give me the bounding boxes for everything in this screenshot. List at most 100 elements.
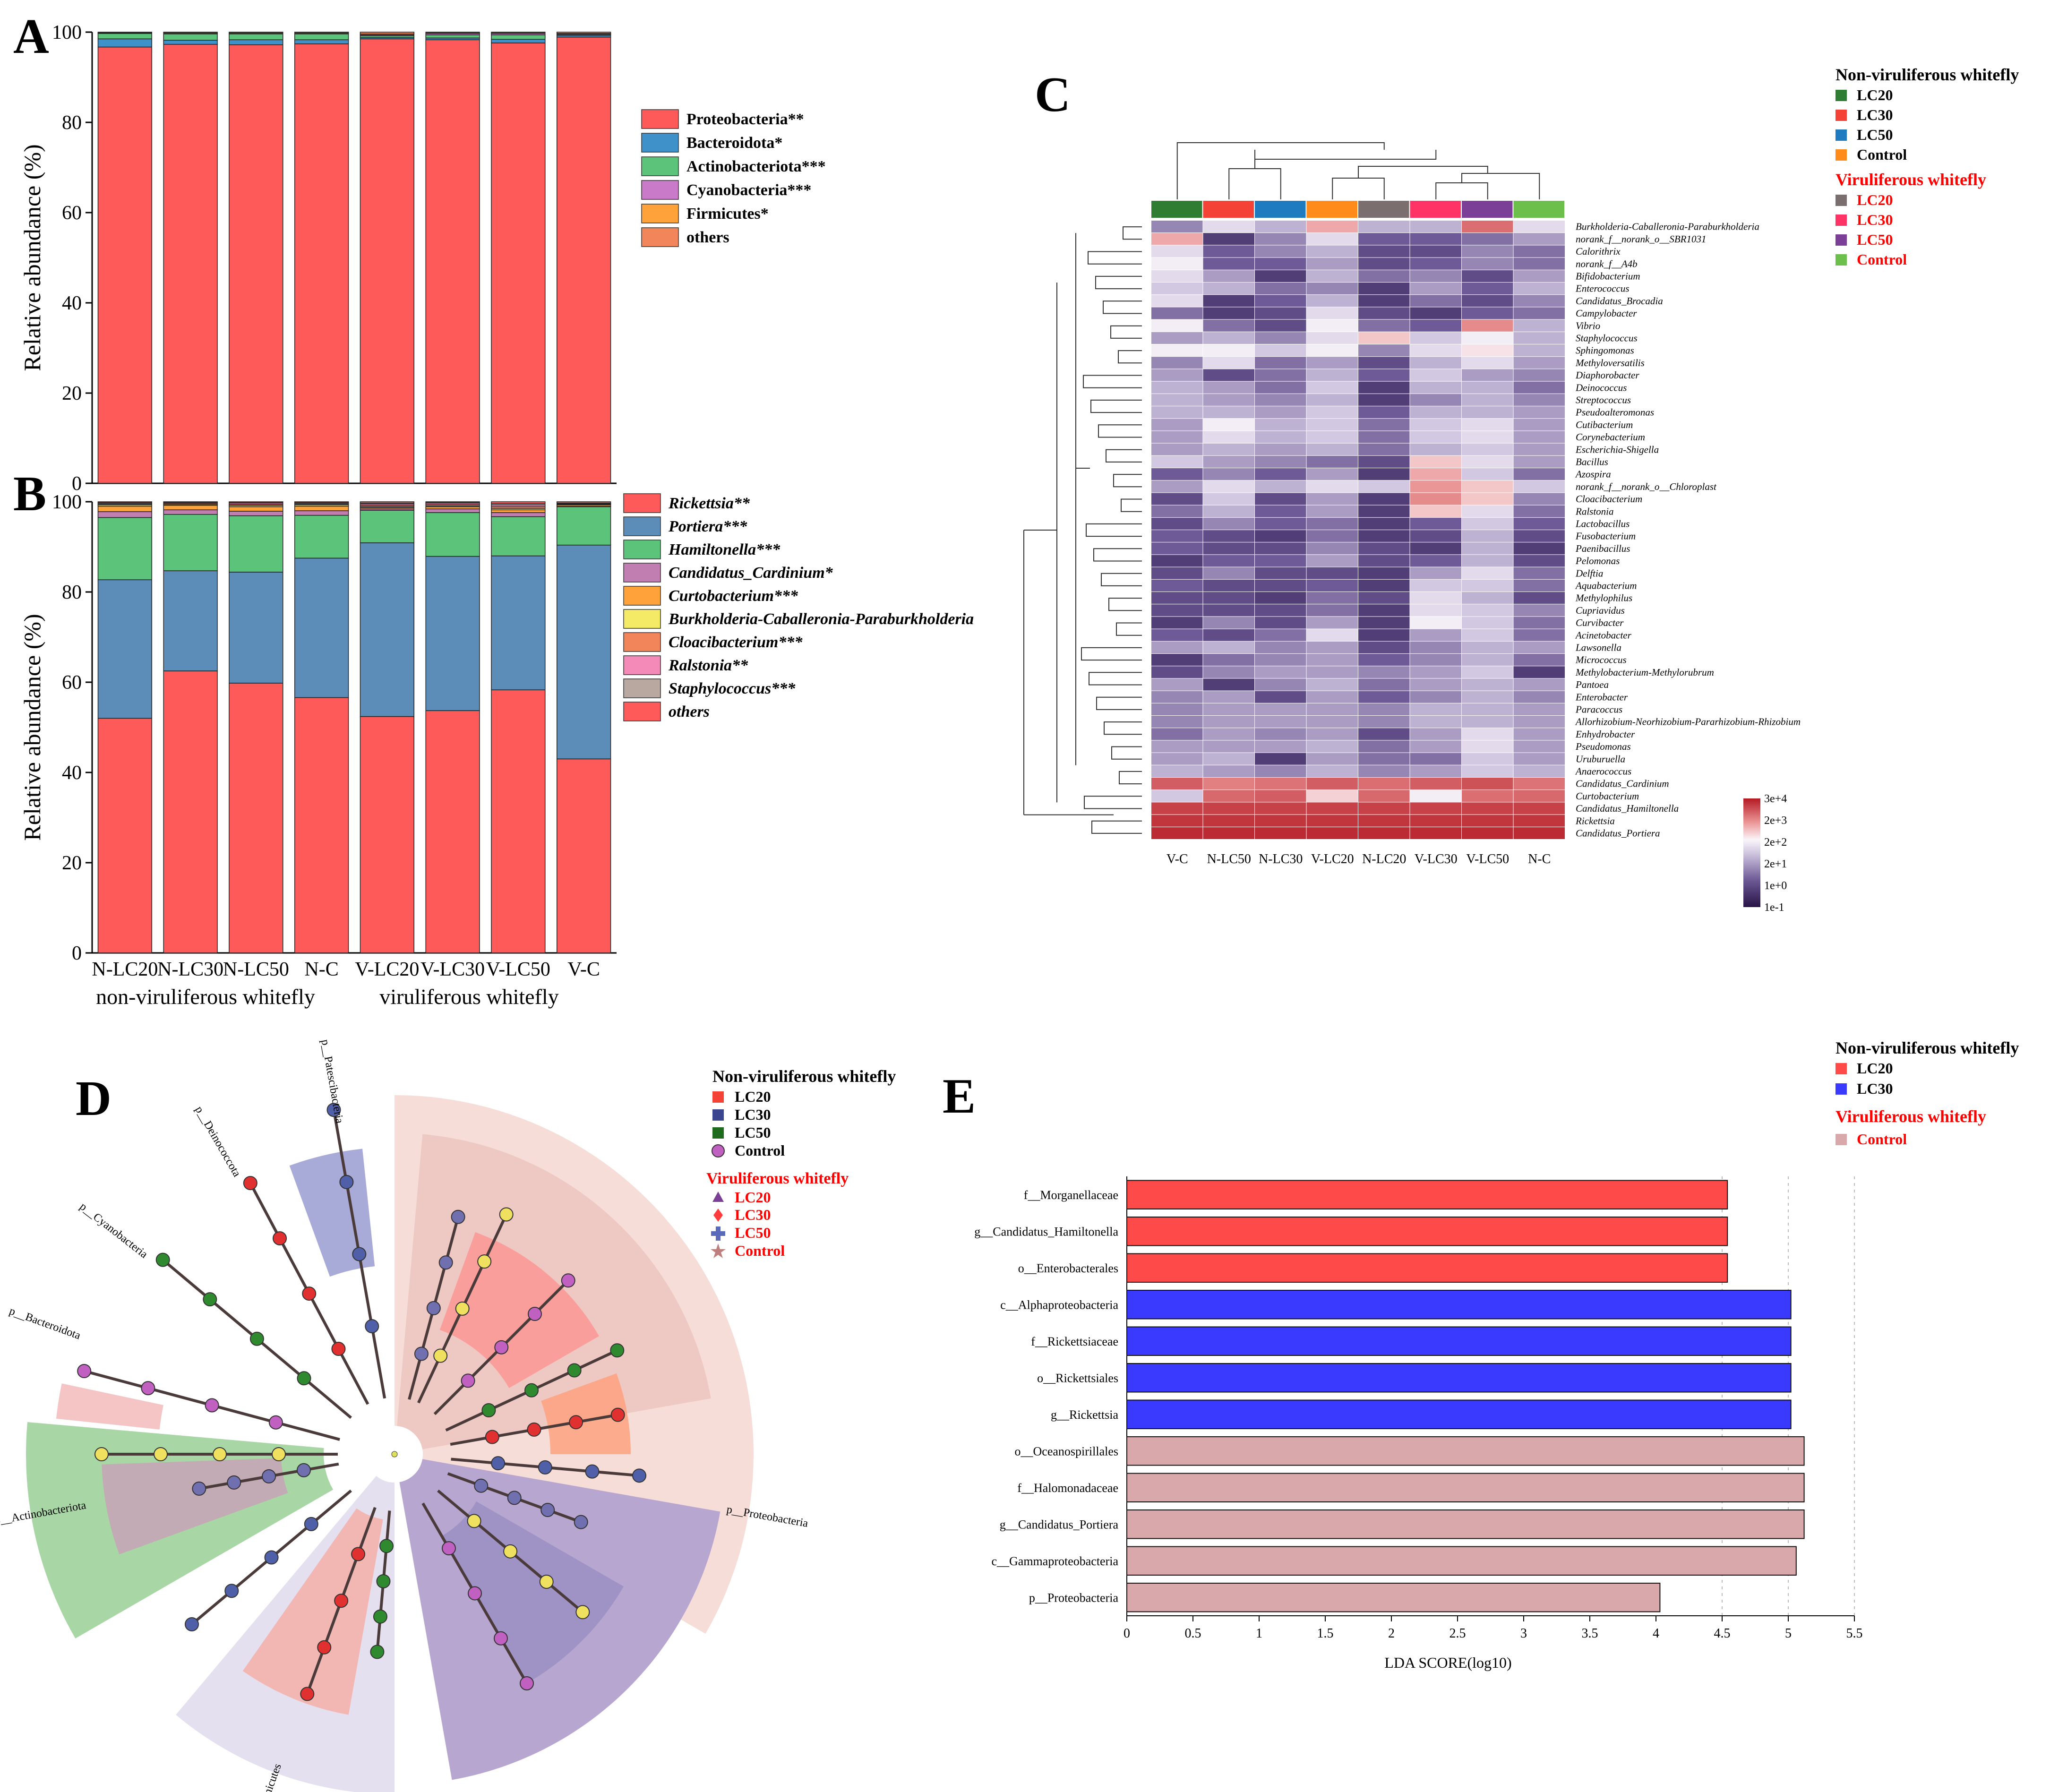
heatmap-cell: [1306, 369, 1358, 381]
bar-segment: [229, 501, 283, 503]
heatmap-cell: [1203, 431, 1254, 443]
y-tick-label: 80: [62, 112, 82, 134]
heatmap-row-label: Lawsonella: [1575, 642, 1621, 653]
heatmap-cell: [1255, 790, 1306, 802]
heatmap-cell: [1255, 295, 1306, 307]
legend-label: Curtobacterium***: [669, 587, 798, 605]
heatmap-cell: [1151, 778, 1203, 790]
heatmap-cell: [1462, 283, 1513, 295]
heatmap-cell: [1151, 555, 1203, 567]
heatmap-cell: [1151, 332, 1203, 344]
bar-segment: [294, 506, 349, 511]
heatmap-cell: [1255, 827, 1306, 839]
x-tick-label: 3.5: [1582, 1626, 1598, 1641]
heatmap-cell: [1358, 369, 1410, 381]
heatmap-row-label: Lactobacillus: [1575, 518, 1630, 529]
legend-e-swatch-lc20: [1836, 1063, 1847, 1074]
bar-segment: [425, 32, 480, 33]
heatmap-cell: [1410, 233, 1461, 245]
panel-letter-c: C: [1035, 67, 1071, 122]
heatmap-cell: [1306, 357, 1358, 369]
heatmap-cell: [1462, 530, 1513, 542]
heatmap-cell: [1358, 257, 1410, 270]
cladogram-node: [438, 1255, 453, 1270]
heatmap-cell: [1151, 270, 1203, 282]
heatmap-cell: [1203, 369, 1254, 381]
heatmap-cell: [1410, 579, 1461, 592]
x-tick-label: V-LC30: [420, 959, 485, 980]
heatmap-cell: [1462, 716, 1513, 728]
heatmap-cell: [1410, 257, 1461, 270]
heatmap-cell: [1203, 567, 1254, 579]
heatmap-cell: [1410, 629, 1461, 641]
group-color-cell: [1513, 201, 1564, 218]
heatmap-cell: [1203, 257, 1254, 270]
heatmap-cell: [1151, 579, 1203, 592]
lda-category-label: o__Enterobacterales: [1018, 1261, 1118, 1275]
heatmap-cell: [1151, 295, 1203, 307]
heatmap-cell: [1203, 815, 1254, 827]
legend-swatch: [623, 493, 661, 513]
column-dendrogram: [1176, 142, 1540, 199]
heatmap-cell: [1410, 691, 1461, 703]
panel-e-lda-bar: f__Morganellaceae g__Candidatus_Hamiltone…: [974, 1176, 1863, 1671]
x-tick-label: V-LC20: [355, 959, 419, 980]
heatmap-cell: [1462, 419, 1513, 431]
heatmap-cell: [1203, 357, 1254, 369]
heatmap-cell: [1306, 604, 1358, 617]
heatmap-cell: [1358, 654, 1410, 666]
heatmap-cell: [1306, 617, 1358, 629]
legend-d-star-icon: [711, 1243, 726, 1258]
heatmap-cell: [1513, 257, 1565, 270]
legend-d-head-v: Viruliferous whitefly: [706, 1170, 849, 1187]
heatmap-col-label: N-LC50: [1207, 852, 1251, 866]
heatmap-row-label: Candidatus_Portiera: [1576, 827, 1660, 839]
phylum-label: p__Deinococcota: [193, 1104, 243, 1179]
group-color-cell: [1203, 201, 1254, 218]
heatmap-cell: [1203, 443, 1254, 455]
heatmap-row-label: Paracoccus: [1575, 703, 1622, 715]
legend-d-swatch-control: [712, 1144, 725, 1158]
cladogram-node: [461, 1373, 475, 1388]
heatmap-cell: [1358, 716, 1410, 728]
heatmap-cell: [1358, 455, 1410, 468]
heatmap-cell: [1358, 567, 1410, 579]
heatmap-cell: [1358, 517, 1410, 530]
heatmap-cell: [1358, 419, 1410, 431]
heatmap-cell: [1410, 815, 1461, 827]
cladogram-node: [455, 1301, 470, 1316]
cladogram-node: [540, 1502, 555, 1517]
heatmap-cell: [1462, 270, 1513, 282]
clade-sector: [56, 1383, 163, 1430]
heatmap-cell: [1203, 740, 1254, 753]
bar-segment: [97, 501, 153, 503]
legend-swatch: [623, 609, 661, 629]
panel-a-stacked-bar: 0 20 40 60 80 100 Relative abundance (%) Proteo…: [19, 22, 826, 495]
heatmap-cell: [1462, 257, 1513, 270]
y-tick-label: 80: [62, 582, 82, 603]
cladogram-node: [379, 1539, 394, 1553]
legend-c-lc20-v: LC20: [1857, 191, 1893, 208]
legend-d-lc50-v: LC50: [735, 1224, 771, 1241]
cladogram-node: [141, 1381, 155, 1396]
heatmap-row-label: Candidatus_Hamiltonella: [1576, 803, 1679, 814]
heatmap-cell: [1255, 592, 1306, 604]
legend-c-lc30-v: LC30: [1857, 211, 1893, 228]
cladogram-node: [365, 1319, 379, 1334]
heatmap-cell: [1255, 555, 1306, 567]
heatmap-cell: [1462, 604, 1513, 617]
bar-segment: [360, 501, 415, 504]
heatmap-cell: [1410, 542, 1461, 555]
row-dendrogram: [1023, 226, 1142, 834]
heatmap-cell: [1306, 567, 1358, 579]
lda-bar: [1126, 1326, 1792, 1356]
legend-label: Staphylococcus***: [669, 680, 796, 697]
x-tick-label: 2: [1388, 1626, 1395, 1641]
legend-label: Candidatus_Cardinium*: [669, 564, 833, 582]
legend-e-lc30: LC30: [1857, 1080, 1893, 1097]
bar-segment: [360, 510, 415, 543]
heatmap-cell: [1513, 419, 1565, 431]
heatmap-cell: [1513, 579, 1565, 592]
heatmap-row-label: Candidatus_Brocadia: [1576, 295, 1663, 307]
heatmap-cell: [1462, 790, 1513, 802]
